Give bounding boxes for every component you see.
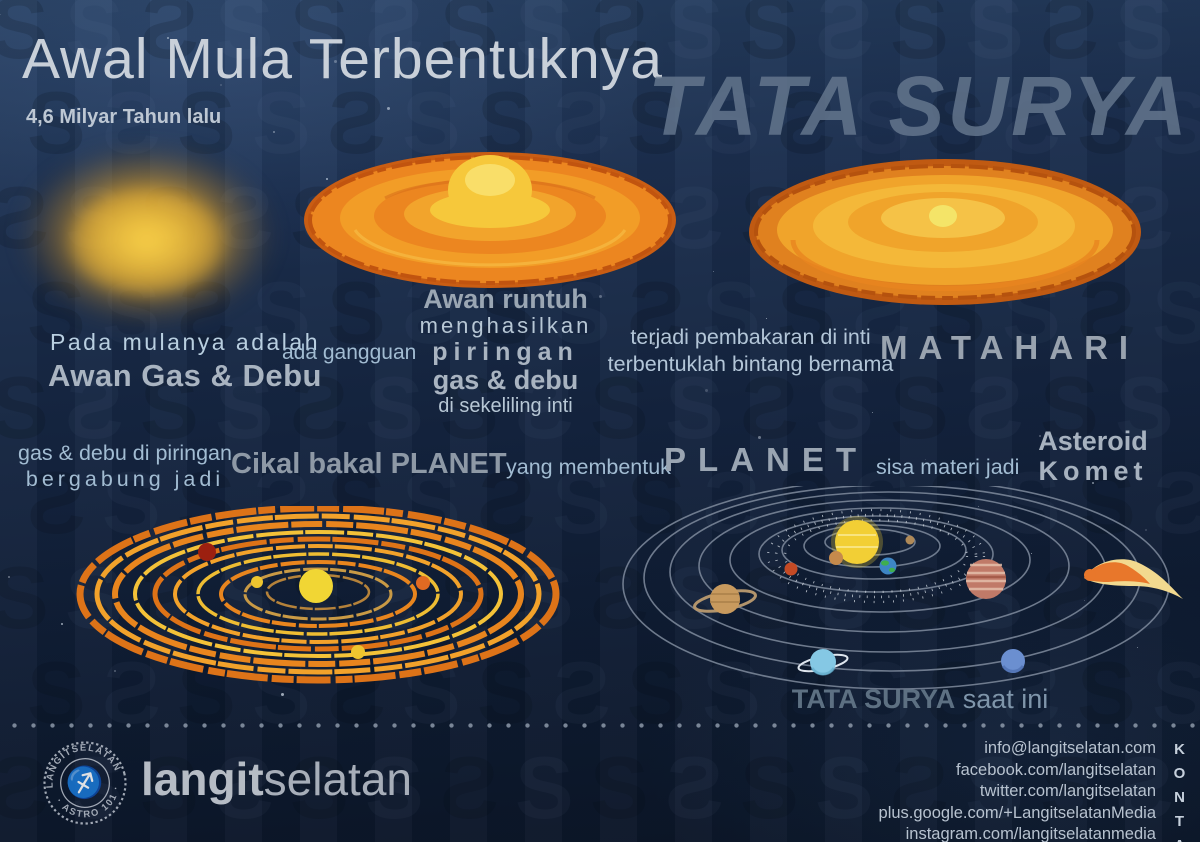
planet-mars <box>784 562 798 576</box>
brand-wordmark: langitselatan <box>141 752 412 806</box>
step-leftover-result: Asteroid Komet <box>1018 426 1168 486</box>
contact-instagram: instagram.com/langitselatanmedia <box>905 825 1156 842</box>
accretion-line2: bergabung jadi <box>25 467 225 491</box>
contact-email: info@langitselatan.com <box>984 739 1156 757</box>
protoplanet-yellow-inner <box>251 576 263 588</box>
collapse-line2: menghasilkan <box>419 313 592 338</box>
planet-neptune <box>1001 649 1025 673</box>
planet-mercury <box>905 535 915 545</box>
protoplanet-orange <box>416 576 430 590</box>
step-ignition: terjadi pembakaran di inti terbentuklah … <box>598 324 903 378</box>
step-origin-name: Awan Gas & Debu <box>48 358 322 393</box>
step-origin: Pada mulanya adalah Awan Gas & Debu <box>20 329 350 394</box>
timeline-label: 4,6 Milyar Tahun lalu <box>26 106 222 128</box>
kontak-label: KONTAK <box>1171 741 1188 842</box>
planet-saturn <box>693 584 757 614</box>
leftover-komet: Komet <box>1038 456 1148 486</box>
perforation-dots <box>0 721 1200 728</box>
planet-uranus <box>797 649 849 676</box>
ring-disk-protoplanets-illustration <box>76 506 560 684</box>
collapse-line3: piringan <box>432 338 579 366</box>
flattened-disk-sun-illustration <box>749 159 1141 305</box>
protoplanetary-disk-illustration <box>304 152 676 288</box>
contact-twitter: twitter.com/langitselatan <box>979 782 1156 800</box>
contact-list: info@langitselatan.com facebook.com/lang… <box>879 738 1156 842</box>
young-sun <box>929 205 957 227</box>
contact-facebook: facebook.com/langitselatan <box>956 760 1156 779</box>
step-accretion: gas & debu di piringan bergabung jadi <box>18 440 232 492</box>
ignition-line2: terbentuklah bintang bernama <box>607 352 894 376</box>
asteroid-belt <box>766 508 986 604</box>
comet <box>1084 559 1183 599</box>
page-title: Awal Mula Terbentuknya <box>22 27 663 91</box>
step-collapse: Awan runtuh menghasilkan piringan gas & … <box>398 286 613 418</box>
sun <box>835 520 879 564</box>
accretion-line1: gas & debu di piringan <box>18 441 232 465</box>
planet-earth <box>879 557 897 575</box>
planet-jupiter <box>966 559 1006 599</box>
protoplanet-yellow-outer <box>351 645 365 659</box>
step-leftover-label: sisa materi jadi <box>876 455 1020 479</box>
brand-light: selatan <box>263 753 413 805</box>
caption-bold: TATA SURYA <box>791 684 956 714</box>
step-origin-intro: Pada mulanya adalah <box>50 329 320 355</box>
collapse-line1: Awan runtuh <box>423 284 588 314</box>
collapse-line5: di sekeliling inti <box>438 395 573 417</box>
gas-cloud-illustration <box>0 116 312 354</box>
ignition-line1: terjadi pembakaran di inti <box>630 325 871 349</box>
sagittarius-archer-icon: ♐ <box>62 761 107 804</box>
forming-sun <box>299 569 333 603</box>
step-forming-label: yang membentuk <box>506 455 671 479</box>
brand-bold: langit <box>141 753 264 805</box>
main-topic-title: TATA SURYA <box>648 59 1190 153</box>
step-accretion-result: Cikal bakal PLANET <box>231 448 507 480</box>
planet-venus <box>829 551 843 565</box>
protoplanet-red <box>198 543 216 561</box>
langitselatan-stamp-logo: LANGITSELATAN · ASTRO 101 · ♐ <box>40 738 128 828</box>
collapse-line4: gas & debu <box>432 365 579 395</box>
solar-system-caption: TATA SURYA saat ini <box>730 684 1110 715</box>
step-ignition-result: MATAHARI <box>880 329 1140 366</box>
step-forming-result: PLANET <box>664 441 868 478</box>
solar-system-illustration <box>622 486 1183 690</box>
caption-rest: saat ini <box>955 684 1049 714</box>
planet-orbits <box>622 486 1170 690</box>
step-disturbance: ada gangguan <box>282 341 417 364</box>
leftover-asteroid: Asteroid <box>1038 426 1148 456</box>
contact-googleplus: plus.google.com/+LangitselatanMedia <box>878 803 1156 822</box>
